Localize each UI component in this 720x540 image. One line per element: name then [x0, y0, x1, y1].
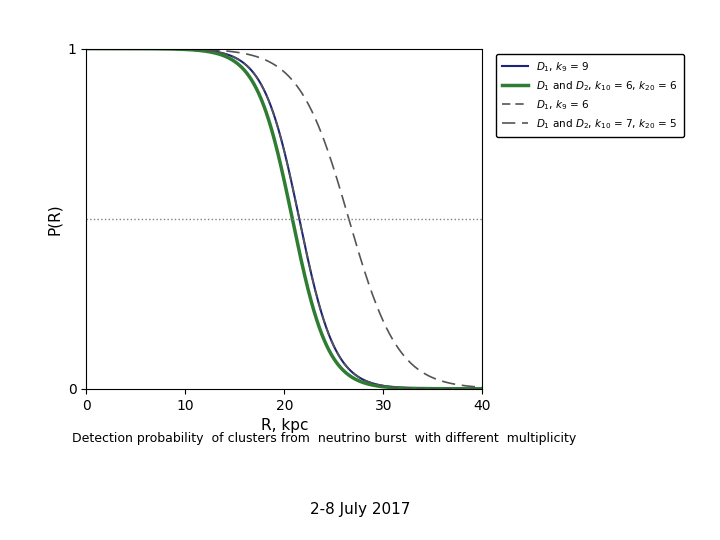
$D_1$ and $D_2$, $k_{10}$ = 7, $k_{20}$ = 5: [122, 45, 131, 52]
$D_1$ and $D_2$, $k_{10}$ = 6, $k_{20}$ = 6: [478, 386, 487, 392]
$D_1$, $k_9$ = 6: [242, 62, 251, 69]
$D_1$ and $D_2$, $k_{10}$ = 6, $k_{20}$ = 6: [242, 70, 251, 76]
$D_1$ and $D_2$, $k_{10}$ = 7, $k_{20}$ = 5: [82, 45, 91, 52]
$D_1$ and $D_2$, $k_{10}$ = 6, $k_{20}$ = 6: [122, 45, 131, 52]
$D_1$ and $D_2$, $k_{10}$ = 6, $k_{20}$ = 6: [256, 95, 265, 102]
Legend: $D_1$, $k_9$ = 9, $D_1$ and $D_2$, $k_{10}$ = 6, $k_{20}$ = 6, $D_1$, $k_9$ = 6,: $D_1$, $k_9$ = 9, $D_1$ and $D_2$, $k_{1…: [495, 54, 684, 137]
$D_1$, $k_9$ = 6: [122, 45, 131, 52]
$D_1$, $k_9$ = 9: [478, 386, 487, 392]
$D_1$, $k_9$ = 6: [391, 384, 400, 390]
$D_1$ and $D_2$, $k_{10}$ = 6, $k_{20}$ = 6: [354, 377, 363, 384]
$D_1$, $k_9$ = 9: [398, 384, 407, 391]
$D_1$, $k_9$ = 9: [391, 384, 400, 390]
$D_1$, $k_9$ = 9: [242, 62, 251, 69]
$D_1$, $k_9$ = 9: [122, 45, 131, 52]
$D_1$ and $D_2$, $k_{10}$ = 7, $k_{20}$ = 5: [256, 55, 265, 62]
$D_1$, $k_9$ = 6: [256, 80, 265, 87]
$D_1$ and $D_2$, $k_{10}$ = 7, $k_{20}$ = 5: [398, 350, 407, 357]
$D_1$, $k_9$ = 9: [256, 80, 265, 87]
Y-axis label: P(R): P(R): [48, 203, 62, 234]
Line: $D_1$, $k_9$ = 9: $D_1$, $k_9$ = 9: [86, 49, 482, 389]
$D_1$ and $D_2$, $k_{10}$ = 6, $k_{20}$ = 6: [398, 385, 407, 392]
$D_1$ and $D_2$, $k_{10}$ = 6, $k_{20}$ = 6: [391, 384, 400, 391]
$D_1$ and $D_2$, $k_{10}$ = 7, $k_{20}$ = 5: [391, 340, 400, 347]
Text: 2-8 July 2017: 2-8 July 2017: [310, 502, 410, 517]
$D_1$ and $D_2$, $k_{10}$ = 6, $k_{20}$ = 6: [82, 45, 91, 52]
$D_1$ and $D_2$, $k_{10}$ = 7, $k_{20}$ = 5: [354, 248, 363, 254]
Line: $D_1$, $k_9$ = 6: $D_1$, $k_9$ = 6: [86, 49, 482, 389]
$D_1$, $k_9$ = 9: [82, 45, 91, 52]
Line: $D_1$ and $D_2$, $k_{10}$ = 6, $k_{20}$ = 6: $D_1$ and $D_2$, $k_{10}$ = 6, $k_{20}$ …: [86, 49, 482, 389]
$D_1$, $k_9$ = 6: [398, 384, 407, 391]
$D_1$, $k_9$ = 6: [478, 386, 487, 392]
X-axis label: R, kpc: R, kpc: [261, 418, 308, 433]
$D_1$, $k_9$ = 6: [354, 374, 363, 380]
$D_1$ and $D_2$, $k_{10}$ = 7, $k_{20}$ = 5: [478, 384, 487, 390]
$D_1$ and $D_2$, $k_{10}$ = 7, $k_{20}$ = 5: [242, 51, 251, 57]
$D_1$, $k_9$ = 9: [354, 374, 363, 380]
Line: $D_1$ and $D_2$, $k_{10}$ = 7, $k_{20}$ = 5: $D_1$ and $D_2$, $k_{10}$ = 7, $k_{20}$ …: [86, 49, 482, 387]
$D_1$, $k_9$ = 6: [82, 45, 91, 52]
Text: Detection probability  of clusters from  neutrino burst  with different  multipl: Detection probability of clusters from n…: [72, 432, 576, 445]
